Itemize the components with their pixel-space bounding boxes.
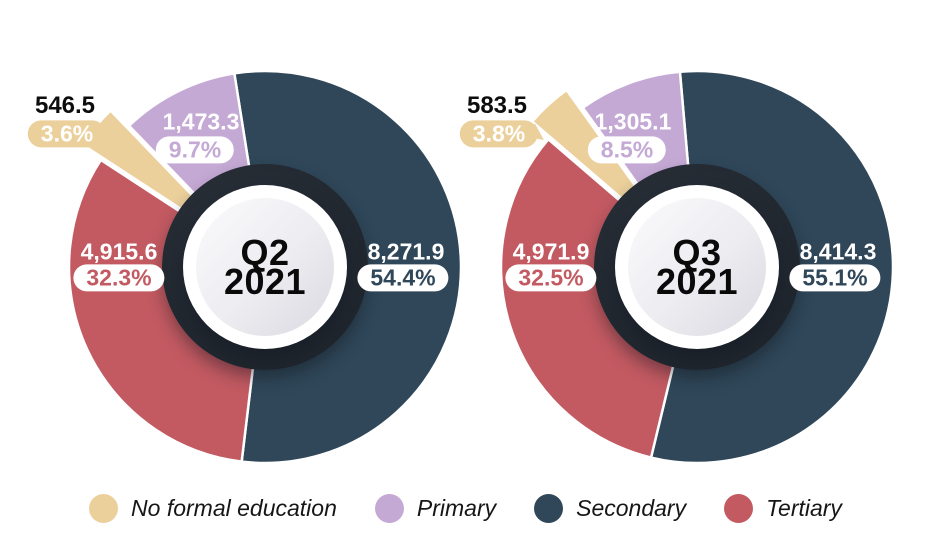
tertiary-value: 4,915.6 [80,238,158,265]
primary-swatch-icon [374,494,404,523]
secondary-value: 8,271.9 [367,238,445,265]
period-year: 2021 [655,261,739,302]
primary-value: 1,305.1 [594,108,672,135]
no-formal-education-percent: 3.8% [459,120,539,148]
legend-label: Secondary [576,495,687,521]
period-quarter: Q3 [672,232,722,273]
tertiary-value: 4,971.9 [512,238,590,265]
no-formal-education-percent: 3.6% [27,120,107,148]
legend-item-tertiary: Tertiary [724,494,842,523]
donut-center-disc: Q2 2021 [196,198,334,336]
tertiary-percent: 32.5% [505,264,597,292]
legend-label: No formal education [131,495,337,521]
donut-chart-q2-2021: Q2 2021 546.5 3.6% 1,473.3 9.7% 8,271.9 … [20,60,480,480]
primary-value: 1,473.3 [162,108,240,135]
secondary-value: 8,414.3 [799,238,877,265]
legend-item-primary: Primary [374,494,497,523]
legend: No formal education Primary Secondary Te… [0,494,931,523]
period-quarter: Q2 [240,232,290,273]
secondary-swatch-icon [534,494,564,523]
no-formal-education-value: 583.5 [466,91,528,119]
legend-label: Primary [416,495,497,521]
tertiary-percent: 32.3% [73,264,165,292]
primary-percent: 9.7% [155,136,235,164]
period-label: Q2 2021 [223,232,307,302]
no-formal-education-value: 546.5 [34,91,96,119]
secondary-percent: 54.4% [357,264,449,292]
donut-center-circle: Q2 2021 [183,185,347,349]
legend-item-secondary: Secondary [534,494,686,523]
primary-percent: 8.5% [587,136,667,164]
period-year: 2021 [223,261,307,302]
legend-item-no-formal-education: No formal education [89,494,337,523]
donut-center-circle: Q3 2021 [615,185,779,349]
tertiary-swatch-icon [724,494,754,523]
no-formal-education-swatch-icon [89,494,119,523]
donut-chart-q3-2021: Q3 2021 583.5 3.8% 1,305.1 8.5% 8,414.3 … [452,60,912,480]
donut-center-disc: Q3 2021 [628,198,766,336]
legend-label: Tertiary [766,495,842,521]
secondary-percent: 55.1% [789,264,881,292]
period-label: Q3 2021 [655,232,739,302]
